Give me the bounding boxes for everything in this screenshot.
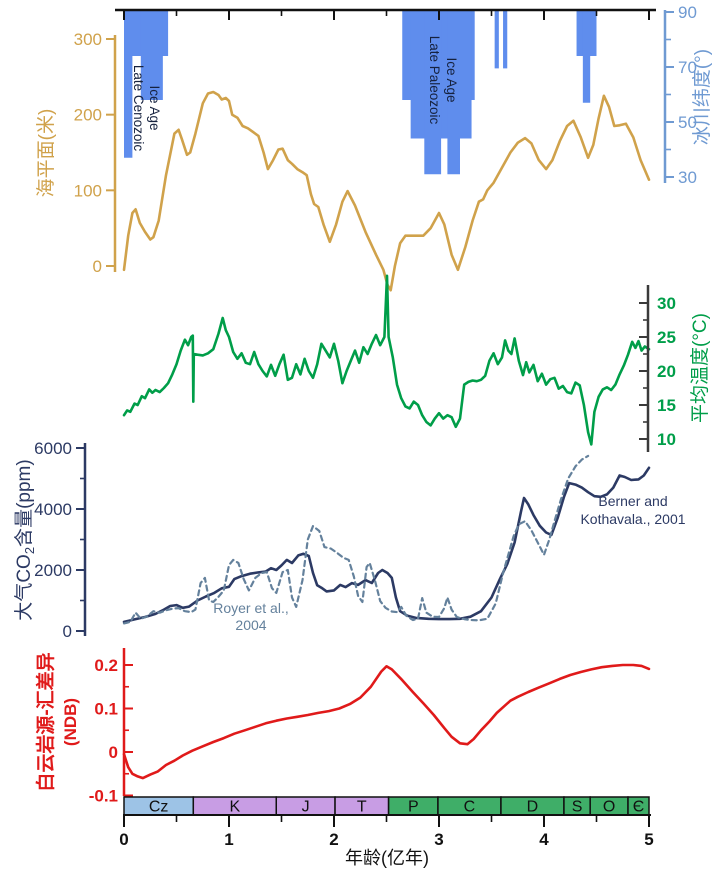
ice-age-bar — [582, 10, 591, 103]
co2-tick-label: 2000 — [34, 561, 72, 580]
x-axis-tick-label: 5 — [644, 830, 653, 849]
temperature-axis-title: 平均温度(°C) — [689, 313, 711, 423]
late-cenozoic-ice-age-label: Late Cenozoic — [131, 65, 146, 152]
royer-label: Royer et al., — [213, 600, 288, 616]
co2-tick-label: 6000 — [34, 439, 72, 458]
geo-period-label: K — [229, 799, 240, 816]
geo-period-label: J — [302, 799, 310, 816]
ndb-axis-title-units: (NDB) — [61, 698, 80, 746]
temperature-tick-label: 30 — [657, 294, 676, 313]
ndb-tick-label: 0.1 — [94, 700, 118, 719]
temperature-tick-label: 10 — [657, 430, 676, 449]
geo-period-label: P — [408, 799, 419, 816]
ndb-tick-label: 0 — [109, 743, 118, 762]
latitude-tick-label: 90 — [678, 3, 697, 22]
x-axis-title: 年龄(亿年) — [345, 848, 429, 868]
sea-level-tick-label: 100 — [74, 181, 102, 200]
ice-age-bar — [447, 10, 460, 175]
late-paleozoic-ice-age-label: Ice Age — [444, 57, 459, 102]
x-axis-tick-label: 3 — [434, 830, 443, 849]
co2-tick-label: 4000 — [34, 500, 72, 519]
berner-label: Kothavala., 2001 — [580, 511, 685, 527]
geo-period-label: D — [527, 799, 539, 816]
ndb-tick-label: 0.2 — [94, 656, 118, 675]
temperature-tick-label: 20 — [657, 362, 676, 381]
co2-tick-label: 0 — [63, 622, 72, 641]
latitude-tick-label: 50 — [678, 113, 697, 132]
latitude-tick-label: 70 — [678, 58, 697, 77]
geo-period-label: O — [603, 799, 615, 816]
ice-age-bar — [140, 10, 163, 100]
dolomite-source-sink-difference-line — [122, 663, 651, 780]
co2-berner-kothavala-2001-line — [122, 466, 651, 624]
ice-age-bar — [503, 10, 508, 69]
late-cenozoic-ice-age-label: Ice Age — [147, 85, 162, 130]
x-axis-tick-label: 4 — [539, 830, 549, 849]
co2-royer-2004-line — [122, 454, 590, 625]
geo-period-label: T — [357, 799, 367, 816]
latitude-tick-label: 30 — [678, 168, 697, 187]
latitude-axis-title: 冰川纬度(°) — [691, 49, 713, 145]
sea-level-tick-label: 0 — [93, 257, 102, 276]
sea-level-axis-title: 海平面(米) — [35, 109, 57, 198]
sea-level-line — [122, 90, 651, 292]
mean-temperature-line — [122, 274, 651, 446]
geo-period-label: S — [572, 799, 583, 816]
temperature-tick-label: 25 — [657, 328, 676, 347]
geo-period-label: Є — [633, 799, 645, 816]
ice-age-bar — [424, 10, 442, 175]
ndb-axis-title: 白云岩源-汇差异 — [34, 652, 57, 791]
sea-level-tick-label: 200 — [74, 106, 102, 125]
x-axis-tick-label: 1 — [224, 830, 233, 849]
sea-level-tick-label: 300 — [74, 30, 102, 49]
ice-age-bar — [494, 10, 499, 69]
geo-period-label: C — [464, 799, 476, 816]
temperature-tick-label: 15 — [657, 396, 676, 415]
late-paleozoic-ice-age-label: Late Paleozoic — [427, 36, 442, 125]
x-axis-tick-label: 0 — [119, 830, 128, 849]
co2-axis-title: 大气CO2含量(ppm) — [13, 459, 37, 620]
royer-label: 2004 — [235, 617, 266, 633]
berner-label: Berner and — [598, 493, 667, 509]
ndb-tick-label: -0.1 — [89, 787, 118, 806]
x-axis-tick-label: 2 — [329, 830, 338, 849]
ice-age-bar — [124, 10, 133, 158]
geo-period-label: Cz — [149, 799, 169, 816]
